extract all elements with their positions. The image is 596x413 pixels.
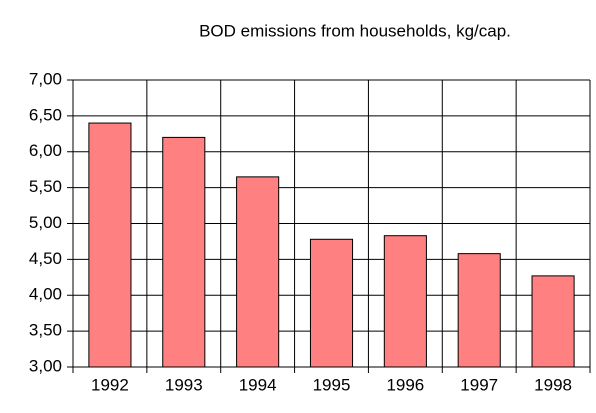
x-tick-label: 1996 (386, 375, 424, 394)
bar (309, 238, 354, 368)
x-tick-label: 1993 (165, 375, 203, 394)
bar (162, 136, 206, 368)
y-tick-label: 7,00 (29, 69, 62, 88)
x-tick-label: 1992 (91, 375, 129, 394)
bar (383, 235, 427, 368)
y-tick-label: 5,00 (29, 213, 62, 232)
bar (236, 176, 280, 368)
y-tick-label: 6,00 (29, 141, 62, 160)
y-tick-label: 6,50 (29, 105, 62, 124)
x-tick-label: 1998 (534, 375, 572, 394)
x-tick-label: 1994 (239, 375, 277, 394)
y-tick-label: 3,00 (29, 356, 62, 375)
y-tick-label: 3,50 (29, 321, 62, 340)
y-tick-label: 4,00 (29, 285, 62, 304)
chart-title: BOD emissions from households, kg/cap. (199, 21, 511, 40)
y-tick-label: 4,50 (29, 249, 62, 268)
y-tick-label: 5,50 (29, 177, 62, 196)
x-tick-label: 1995 (313, 375, 351, 394)
x-tick-label: 1997 (460, 375, 498, 394)
bar (457, 253, 501, 368)
bar (88, 122, 132, 368)
bar (531, 275, 575, 368)
